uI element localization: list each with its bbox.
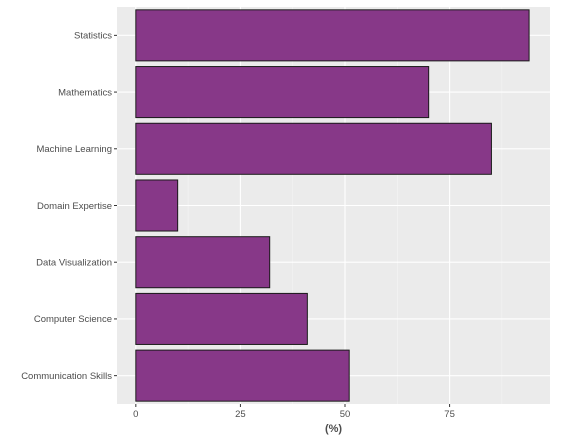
y-tick-label: Data Visualization	[36, 258, 112, 269]
y-tick-label: Machine Learning	[36, 144, 112, 155]
x-tick-label: 50	[340, 409, 351, 420]
x-tick-label: 75	[444, 409, 455, 420]
y-tick-label: Communication Skills	[21, 371, 112, 382]
x-tick-label: 0	[133, 409, 138, 420]
bar-communication-skills	[136, 350, 349, 401]
bar-computer-science	[136, 293, 308, 344]
y-tick-label: Statistics	[74, 31, 112, 42]
x-axis: 0 25 50 75	[133, 404, 455, 420]
y-tick-label: Computer Science	[34, 314, 112, 325]
bar-machine-learning	[136, 123, 492, 174]
y-axis: Statistics Mathematics Machine Learning Dom…	[21, 31, 117, 382]
bar-data-visualization	[136, 237, 270, 288]
bar-statistics	[136, 10, 529, 61]
bar-domain-expertise	[136, 180, 178, 231]
bar-mathematics	[136, 67, 429, 118]
x-axis-title: (%)	[325, 423, 342, 435]
y-tick-label: Mathematics	[58, 87, 112, 98]
x-tick-label: 25	[235, 409, 246, 420]
y-tick-label: Domain Expertise	[37, 201, 112, 212]
